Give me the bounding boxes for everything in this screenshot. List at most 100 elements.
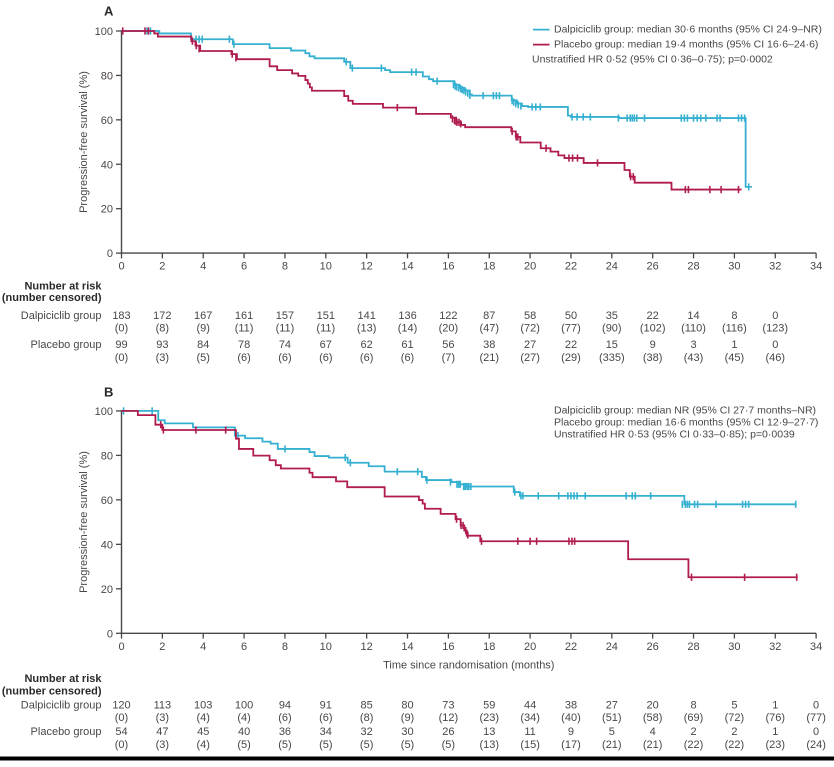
svg-text:(40): (40) [561,712,581,724]
svg-text:(5): (5) [278,739,291,751]
svg-text:87: 87 [483,310,495,322]
svg-text:(43): (43) [684,352,704,364]
svg-text:(77): (77) [806,712,826,724]
svg-text:0: 0 [813,726,819,738]
svg-text:Placebo group: Placebo group [31,339,102,351]
svg-text:60: 60 [101,495,113,507]
svg-text:32: 32 [361,726,373,738]
svg-text:(23): (23) [479,712,499,724]
svg-text:14: 14 [401,261,413,273]
svg-text:73: 73 [442,699,454,711]
svg-text:136: 136 [398,310,416,322]
svg-text:22: 22 [565,339,577,351]
svg-text:(5): (5) [196,352,209,364]
svg-text:157: 157 [276,310,294,322]
svg-text:(29): (29) [561,352,581,364]
svg-text:2: 2 [731,726,737,738]
svg-text:122: 122 [439,310,457,322]
svg-text:35: 35 [606,310,618,322]
svg-text:12: 12 [361,261,373,273]
svg-text:4: 4 [650,726,656,738]
svg-text:(51): (51) [602,712,622,724]
svg-text:85: 85 [361,699,373,711]
svg-text:3: 3 [690,339,696,351]
svg-text:(4): (4) [196,739,209,751]
svg-text:50: 50 [565,310,577,322]
svg-text:26: 26 [442,726,454,738]
svg-text:80: 80 [101,70,113,82]
svg-text:Progression-free survival (%): Progression-free survival (%) [78,451,90,593]
svg-text:(24): (24) [806,739,826,751]
svg-text:20: 20 [101,584,113,596]
svg-text:Placebo group: median 16·6 mon: Placebo group: median 16·6 months (95% C… [554,417,818,429]
svg-text:(5): (5) [401,739,414,751]
svg-text:(21): (21) [643,739,663,751]
svg-text:74: 74 [279,339,291,351]
svg-text:27: 27 [524,339,536,351]
svg-text:32: 32 [769,261,781,273]
svg-text:28: 28 [687,641,699,653]
svg-text:Unstratified HR 0·53 (95% CI 0: Unstratified HR 0·53 (95% CI 0·33–0·85);… [554,429,795,441]
svg-text:(5): (5) [360,739,373,751]
svg-text:(8): (8) [156,323,169,335]
svg-text:Dalpiciclib group: Dalpiciclib group [21,310,102,322]
svg-text:Placebo group: median 19·4 mon: Placebo group: median 19·4 months (95% C… [554,39,818,51]
svg-text:(102): (102) [640,323,666,335]
svg-text:(13): (13) [357,323,377,335]
svg-text:(9): (9) [196,323,209,335]
svg-text:99: 99 [115,339,127,351]
svg-text:(0): (0) [115,323,128,335]
svg-text:6: 6 [241,261,247,273]
svg-text:40: 40 [101,539,113,551]
svg-text:(6): (6) [278,712,291,724]
svg-text:2: 2 [159,261,165,273]
svg-text:(11): (11) [316,323,335,335]
svg-text:10: 10 [320,641,332,653]
svg-text:(76): (76) [765,712,785,724]
svg-text:30: 30 [728,641,740,653]
svg-text:(110): (110) [681,323,706,335]
svg-text:Time since randomisation (mont: Time since randomisation (months) [383,659,554,671]
svg-text:A: A [104,4,114,19]
svg-text:(23): (23) [765,739,785,751]
svg-text:Dalpiciclib group: median NR (: Dalpiciclib group: median NR (95% CI 27·… [554,405,816,417]
svg-text:11: 11 [524,726,535,738]
svg-text:(21): (21) [479,352,499,364]
svg-text:20: 20 [524,261,536,273]
svg-text:151: 151 [317,310,335,322]
svg-text:(6): (6) [237,352,250,364]
svg-text:(5): (5) [442,739,455,751]
svg-text:38: 38 [565,699,577,711]
svg-text:0: 0 [107,628,113,640]
svg-text:(13): (13) [479,739,499,751]
svg-text:(21): (21) [602,739,622,751]
svg-text:100: 100 [95,406,113,418]
svg-text:14: 14 [401,641,413,653]
svg-text:B: B [104,384,113,399]
svg-text:34: 34 [810,261,822,273]
svg-text:(6): (6) [319,352,332,364]
svg-text:(72): (72) [520,323,540,335]
svg-text:(69): (69) [684,712,704,724]
svg-text:56: 56 [442,339,454,351]
svg-text:(47): (47) [479,323,499,335]
svg-text:13: 13 [483,726,495,738]
svg-text:40: 40 [101,159,113,171]
svg-text:Unstratified HR 0·52 (95% CI 0: Unstratified HR 0·52 (95% CI 0·36–0·75);… [532,54,773,66]
svg-text:22: 22 [565,641,577,653]
svg-text:(7): (7) [442,352,455,364]
svg-text:(4): (4) [237,712,250,724]
svg-text:(34): (34) [520,712,540,724]
svg-text:47: 47 [156,726,168,738]
svg-text:80: 80 [401,699,413,711]
svg-text:61: 61 [401,339,413,351]
svg-text:22: 22 [565,261,577,273]
svg-text:(number censored): (number censored) [2,686,102,698]
svg-text:Placebo group: Placebo group [31,726,102,738]
svg-text:0: 0 [813,699,819,711]
svg-text:2: 2 [159,641,165,653]
svg-text:(12): (12) [439,712,459,724]
svg-text:(27): (27) [520,352,540,364]
svg-text:18: 18 [483,261,495,273]
svg-text:14: 14 [687,310,699,322]
